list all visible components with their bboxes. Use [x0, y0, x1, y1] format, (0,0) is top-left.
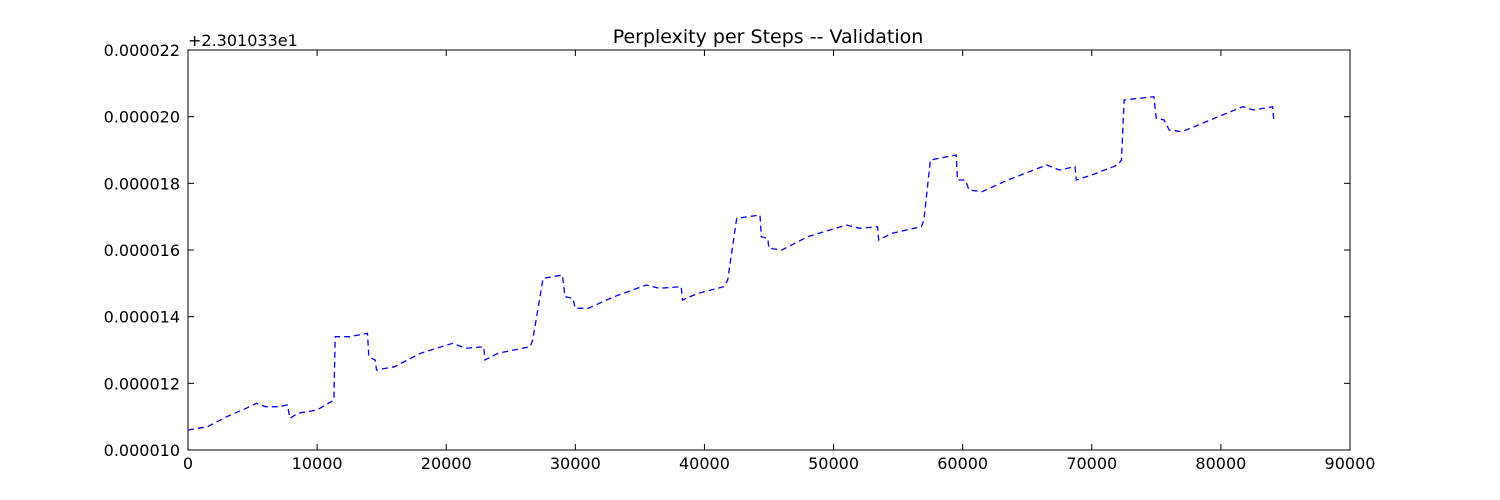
- x-tick-label: 80000: [1195, 454, 1246, 473]
- plot-area: [187, 95, 1275, 431]
- y-tick-label: 0.000014: [104, 308, 180, 327]
- y-axis-offset-label: +2.301033e1: [188, 31, 298, 50]
- y-tick-label: 0.000018: [104, 174, 180, 193]
- plot-frame: [187, 49, 1351, 451]
- x-tick-label: 90000: [1325, 454, 1376, 473]
- x-tick-label: 50000: [808, 454, 859, 473]
- axes: 0 10000 20000 30000 40000 50000 60000 70000 8000…: [104, 41, 1376, 473]
- x-tick-label: 70000: [1066, 454, 1117, 473]
- y-tick-label: 0.000010: [104, 441, 180, 460]
- y-tick-label: 0.000012: [104, 374, 180, 393]
- x-tick-label: 20000: [421, 454, 472, 473]
- x-tick-label: 60000: [937, 454, 988, 473]
- series-line: [187, 95, 1275, 431]
- y-tick-label: 0.000022: [104, 41, 180, 60]
- x-tick-label: 40000: [679, 454, 730, 473]
- y-tick-label: 0.000016: [104, 241, 180, 260]
- x-tick-label: 0: [183, 454, 193, 473]
- x-tick-label: 10000: [292, 454, 343, 473]
- chart-title: Perplexity per Steps -- Validation: [613, 26, 924, 48]
- y-tick-label: 0.000020: [104, 108, 180, 127]
- x-tick-label: 30000: [550, 454, 601, 473]
